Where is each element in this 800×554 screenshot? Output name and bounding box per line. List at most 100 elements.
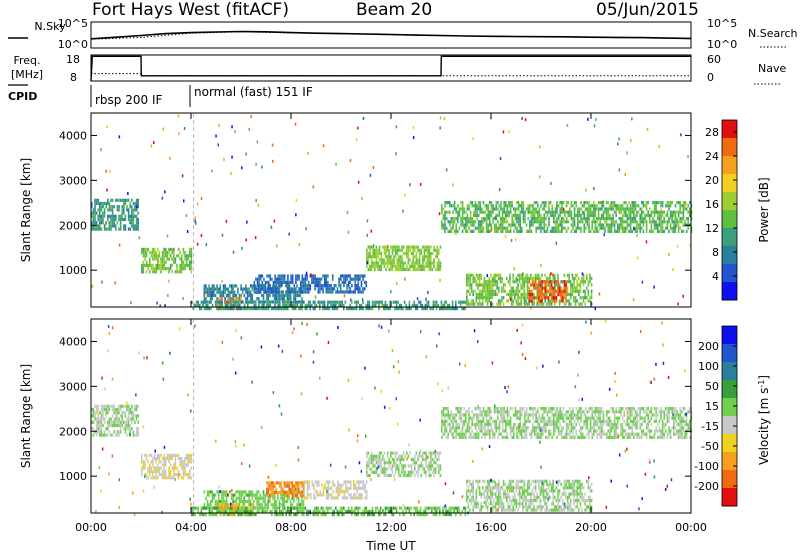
range-cell: [553, 226, 555, 230]
range-cell: [673, 213, 675, 217]
range-cell: [426, 464, 429, 468]
y-tick-label: 1000: [59, 264, 87, 277]
range-cell: [257, 496, 260, 500]
range-cell: [483, 286, 486, 290]
range-cell: [107, 433, 109, 437]
range-cell: [404, 473, 406, 478]
range-cell: [423, 264, 426, 268]
range-cell: [525, 207, 528, 211]
range-cell: [523, 286, 526, 290]
range-cell: [346, 277, 348, 281]
range-cell: [211, 303, 214, 307]
range-cell: [402, 261, 405, 265]
range-cell: [97, 427, 99, 431]
range-cell: [217, 499, 220, 504]
range-cell: [647, 213, 649, 217]
range-cell: [609, 223, 611, 227]
range-cell: [110, 423, 112, 428]
range-cell: [129, 221, 131, 225]
range-cell: [572, 226, 574, 230]
range-cell: [343, 496, 346, 500]
range-cell: [187, 453, 189, 457]
range-cell: [533, 302, 535, 306]
range-cell: [458, 213, 461, 217]
range-cell: [248, 490, 250, 494]
range-cell: [540, 226, 542, 230]
range-cell: [115, 414, 117, 418]
range-cell: [549, 302, 551, 306]
range-cell: [609, 213, 611, 217]
range-cell: [410, 264, 413, 268]
range-cell: [393, 255, 395, 259]
power-heatmap: [91, 113, 693, 311]
range-cell: [383, 258, 386, 262]
range-cell: [397, 307, 399, 311]
range-cell: [579, 283, 582, 287]
range-cell: [554, 207, 557, 211]
range-cell: [375, 457, 378, 462]
range-cell: [476, 423, 478, 427]
range-cell: [245, 307, 247, 311]
range-cell: [425, 461, 427, 465]
range-cell: [272, 506, 274, 510]
range-cell: [267, 300, 270, 304]
range-cell: [477, 435, 480, 439]
range-cell: [347, 284, 350, 288]
range-cell: [184, 257, 186, 261]
range-cell: [430, 251, 432, 256]
range-cell: [588, 226, 590, 230]
range-cell: [570, 229, 573, 233]
range-cell: [113, 423, 115, 428]
range-cell: [129, 201, 131, 206]
range-cell: [653, 210, 656, 214]
range-cell: [291, 274, 294, 278]
range-cell: [589, 207, 592, 211]
range-cell: [231, 303, 233, 307]
range-cell: [295, 280, 297, 284]
range-cell: [299, 284, 302, 288]
range-cell: [519, 416, 521, 420]
sparse-echo: [276, 244, 278, 248]
range-cell: [299, 503, 302, 507]
range-cell: [661, 204, 664, 208]
range-cell: [266, 307, 268, 311]
range-cell: [357, 480, 360, 484]
range-cell: [149, 466, 151, 470]
range-cell: [258, 287, 260, 291]
range-cell: [354, 483, 357, 487]
range-cell: [463, 419, 465, 423]
range-cell: [173, 453, 175, 457]
range-cell: [118, 430, 120, 434]
sparse-echo: [322, 144, 325, 148]
range-cell: [330, 493, 333, 497]
range-cell: [522, 217, 525, 221]
range-cell: [518, 280, 521, 284]
range-cell: [229, 284, 231, 288]
colorbar-tick-label: 12: [705, 222, 719, 235]
range-cell: [293, 494, 295, 498]
range-cell: [577, 207, 579, 211]
range-cell: [476, 407, 478, 411]
range-cell: [655, 207, 657, 211]
range-cell: [253, 280, 256, 284]
range-cell: [277, 274, 280, 278]
sparse-echo: [524, 118, 527, 122]
range-cell: [308, 493, 310, 497]
range-cell: [163, 251, 165, 255]
range-cell: [123, 211, 125, 215]
range-cell: [174, 257, 177, 261]
range-cell: [224, 303, 227, 307]
range-cell: [380, 264, 382, 268]
range-cell: [535, 207, 537, 211]
range-cell: [533, 299, 535, 303]
range-cell: [642, 210, 645, 214]
range-cell: [395, 307, 398, 311]
range-cell: [264, 506, 266, 510]
range-cell: [634, 226, 637, 230]
range-cell: [281, 300, 284, 304]
range-cell: [407, 245, 410, 249]
range-cell: [494, 273, 497, 277]
range-cell: [399, 255, 402, 259]
range-cell: [613, 210, 616, 214]
range-cell: [469, 201, 472, 205]
